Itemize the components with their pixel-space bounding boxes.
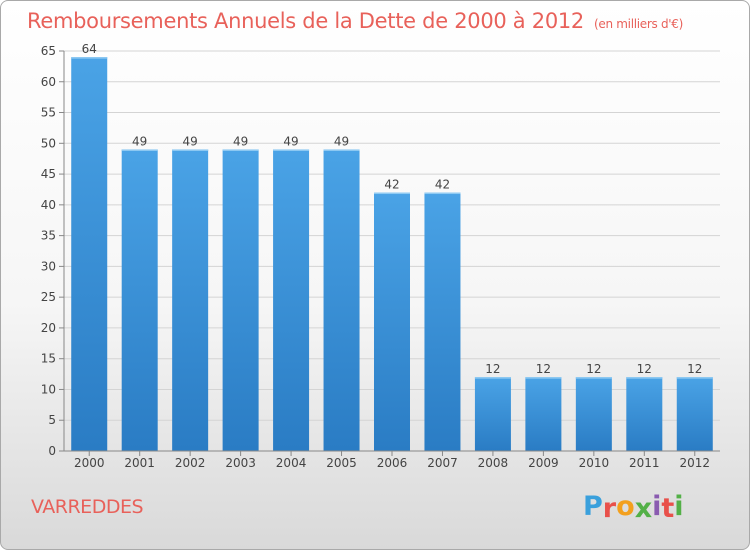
- y-tick-label: 65: [41, 44, 56, 58]
- logo-letter: o: [616, 491, 635, 522]
- y-tick-label: 15: [41, 352, 56, 366]
- logo-letter: i: [674, 491, 684, 522]
- bar-value-label: 42: [435, 178, 450, 192]
- y-tick-label: 40: [41, 198, 56, 212]
- x-tick-label: 2002: [175, 456, 206, 470]
- logo-letter: t: [661, 493, 675, 524]
- logo-letter: x: [634, 493, 653, 524]
- x-tick-label: 2003: [225, 456, 256, 470]
- y-tick-label: 35: [41, 229, 56, 243]
- bar: [474, 377, 511, 451]
- bar: [323, 149, 360, 451]
- bar-top-highlight: [525, 377, 562, 379]
- x-axis: 2000 2001 2002 2003 2004 2005 2006 2007 2008 2009…: [64, 450, 720, 470]
- x-tick-label: 2007: [427, 456, 458, 470]
- x-tick-label: 2001: [124, 456, 155, 470]
- bar-value-label: 12: [687, 362, 702, 376]
- bar-value-label: 42: [384, 178, 399, 192]
- y-tick-label: 10: [41, 382, 56, 396]
- bar-value-label: 49: [334, 134, 349, 148]
- bar-value-label: 12: [586, 362, 601, 376]
- bar-top-highlight: [424, 192, 461, 195]
- bar-top-highlight: [374, 192, 410, 195]
- y-tick-label: 0: [48, 444, 56, 458]
- bar-top-highlight: [323, 149, 360, 151]
- bar: [71, 57, 108, 452]
- y-tick-label: 30: [41, 259, 56, 273]
- commune-name: VARREDDES: [31, 496, 144, 518]
- bar-top-highlight: [172, 149, 209, 151]
- bar: [273, 149, 310, 451]
- bar-value-label: 64: [82, 42, 97, 56]
- x-tick-label: 2008: [478, 456, 509, 470]
- y-tick-label: 45: [41, 167, 56, 181]
- y-tick-label: 25: [41, 290, 56, 304]
- proxiti-logo: Proxiti: [583, 491, 684, 524]
- bar: [374, 192, 410, 452]
- bar-top-highlight: [273, 149, 310, 151]
- bar: [222, 149, 259, 451]
- y-tick-label: 5: [48, 413, 56, 427]
- y-tick-label: 20: [41, 321, 56, 335]
- x-tick-label: 2006: [377, 456, 408, 470]
- bar: [424, 192, 461, 452]
- bar-value-label: 49: [283, 134, 298, 148]
- x-tick-label: 2011: [629, 456, 660, 470]
- y-tick-label: 55: [41, 106, 56, 120]
- y-axis: 0 5 10 15 20 25 30 35 40 45 50 55 60 65: [41, 44, 65, 458]
- bar-value-label: 49: [132, 134, 147, 148]
- x-tick-label: 2005: [326, 456, 357, 470]
- y-tick-label: 60: [41, 75, 56, 89]
- bar-value-label: 49: [183, 134, 198, 148]
- bar-top-highlight: [626, 377, 663, 379]
- bars: 64 49 49 49 49 49 42 42 12 12 12 12 12: [71, 42, 713, 452]
- logo-letter: i: [652, 491, 662, 522]
- x-tick-label: 2010: [579, 456, 610, 470]
- y-tick-label: 50: [41, 136, 56, 150]
- bar-top-highlight: [71, 57, 108, 59]
- bar-top-highlight: [676, 377, 713, 379]
- logo-letter: P: [583, 491, 603, 522]
- unit-note: (en milliers d'€): [594, 17, 684, 31]
- x-tick-label: 2004: [276, 456, 307, 470]
- chart-title: Remboursements Annuels de la Dette de 20…: [27, 9, 683, 33]
- bar: [575, 377, 612, 451]
- bar-value-label: 12: [485, 362, 500, 376]
- bar: [676, 377, 713, 451]
- x-tick-label: 2000: [74, 456, 105, 470]
- bar-value-label: 12: [637, 362, 652, 376]
- bar-top-highlight: [222, 149, 259, 151]
- bar: [172, 149, 209, 451]
- bar-top-highlight: [474, 377, 511, 379]
- bar-value-label: 49: [233, 134, 248, 148]
- x-tick-label: 2012: [679, 456, 710, 470]
- x-tick-label: 2009: [528, 456, 559, 470]
- bar-value-label: 12: [536, 362, 551, 376]
- bar-top-highlight: [121, 149, 158, 151]
- bar-top-highlight: [575, 377, 612, 379]
- bar: [525, 377, 562, 451]
- logo-letter: r: [602, 493, 617, 524]
- bar: [626, 377, 663, 451]
- bar: [121, 149, 158, 451]
- chart-title-text: Remboursements Annuels de la Dette de 20…: [27, 9, 584, 33]
